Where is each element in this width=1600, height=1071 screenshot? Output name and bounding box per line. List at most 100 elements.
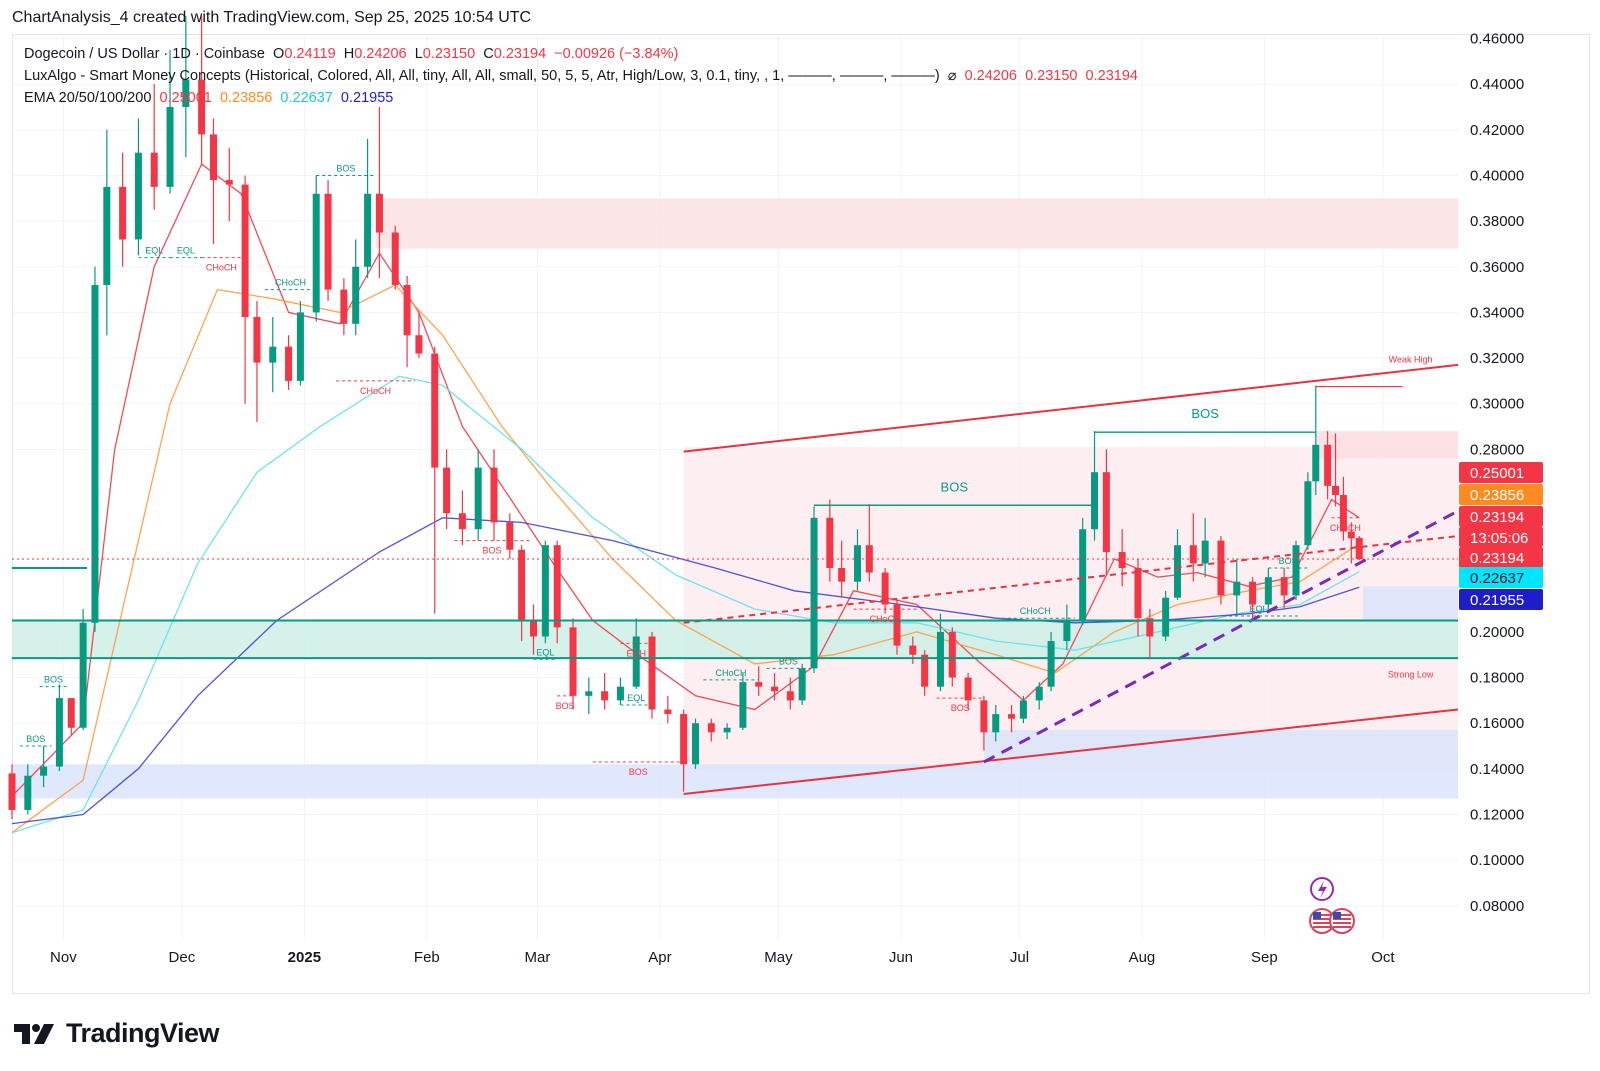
structure-label-choch: CHoCH — [1330, 523, 1361, 533]
candle-body — [881, 572, 889, 605]
candle-body — [1280, 577, 1288, 596]
us-flag-icon — [1333, 922, 1351, 924]
price-tick-label: 0.36000 — [1470, 259, 1524, 276]
legend-symbol: Dogecoin / US Dollar · 1D · Coinbase — [24, 46, 265, 62]
price-badge-label: 0.23856 — [1470, 487, 1524, 504]
legend-h-value: 0.24206 — [354, 46, 407, 62]
time-tick-label: Feb — [414, 949, 440, 966]
candle-body — [340, 289, 348, 324]
structure-label-eql: EQL — [536, 647, 554, 657]
ema-value-20: 0.25001 — [159, 90, 212, 106]
candle-body — [150, 152, 158, 187]
candle-body — [364, 193, 372, 267]
candles — [8, 15, 1363, 820]
price-tick-label: 0.10000 — [1470, 852, 1524, 869]
price-chart[interactable]: BOS BOS BOS CHoCH BOS BOS BOS CHoCH CHoCH BOS CHoC… — [0, 0, 1600, 1010]
candle-body — [225, 180, 233, 185]
candle-body — [893, 604, 901, 646]
structure-label-eql: EQL — [177, 246, 195, 256]
candle-body — [648, 636, 656, 710]
price-tick-label: 0.18000 — [1470, 670, 1524, 687]
ema-line — [11, 517, 1360, 825]
us-flag-icon — [1333, 918, 1351, 920]
price-tick-label: 0.46000 — [1470, 31, 1524, 48]
legend-ema: EMA 20/50/100/200 0.25001 0.23856 0.2263… — [24, 90, 393, 106]
candle-body — [209, 134, 217, 181]
candle-body — [79, 622, 87, 728]
candle-body — [771, 686, 779, 692]
ema-value-50: 0.23856 — [219, 90, 273, 106]
us-flag-icon — [1313, 918, 1331, 920]
candle-body — [24, 775, 32, 810]
candle-body — [948, 631, 956, 678]
candle-body — [1312, 444, 1320, 482]
candle-body — [664, 709, 672, 715]
price-badge-label: 0.25001 — [1470, 465, 1524, 482]
price-badge-label: 0.21955 — [1470, 592, 1524, 609]
structure-label-choch: CHoCH — [716, 668, 747, 678]
candle-body — [375, 193, 383, 233]
price-tick-label: 0.40000 — [1470, 167, 1524, 184]
candle-body — [707, 723, 715, 733]
candle-body — [431, 353, 439, 468]
candle-body — [55, 698, 63, 767]
candle-body — [458, 513, 466, 530]
candle-body — [739, 682, 747, 728]
structure-labels: BOS BOS BOS CHoCH BOS BOS BOS CHoCH CHoCH BOS CHoC… — [19, 163, 1434, 777]
time-tick-label: 2025 — [288, 949, 321, 966]
price-badge-label: 0.22637 — [1470, 570, 1524, 587]
price-tick-label: 0.20000 — [1470, 624, 1524, 641]
candle-body — [1019, 700, 1027, 719]
ema-line — [11, 163, 1360, 797]
ema-value-200: 0.21955 — [340, 90, 394, 106]
us-flag-icon — [1313, 914, 1331, 916]
candle-body — [296, 312, 304, 381]
candle-body — [1347, 531, 1355, 539]
candle-body — [352, 266, 360, 324]
candle-body — [1134, 568, 1142, 619]
price-tick-label: 0.12000 — [1470, 806, 1524, 823]
structure-label-bos: BOS — [483, 546, 502, 556]
candle-body — [723, 727, 731, 733]
indicator-value-1: 0.24206 — [964, 68, 1017, 84]
structure-label-bos: BOS — [1279, 556, 1298, 566]
candle-body — [403, 285, 411, 336]
lightning-icon — [1318, 881, 1327, 898]
us-flag-icon — [1313, 912, 1321, 919]
axes: 0.46000 0.44000 0.42000 0.40000 0.38000 0.360… — [50, 31, 1543, 966]
time-tick-label: Jul — [1010, 949, 1029, 966]
legend-l-value: 0.23150 — [422, 46, 476, 62]
time-tick-label: Oct — [1371, 949, 1395, 966]
candle-body — [253, 316, 261, 363]
us-flag-icon — [1313, 926, 1331, 928]
line-channel-bottom — [683, 708, 1459, 795]
time-tick-label: Dec — [169, 949, 196, 966]
candle-body — [1173, 545, 1181, 598]
price-badge — [1459, 547, 1543, 568]
time-tick-label: Aug — [1129, 949, 1156, 966]
legend-change: −0.00926 (−3.84%) — [554, 46, 679, 62]
structure-label-bos: BOS — [336, 163, 355, 173]
candle-body — [691, 723, 699, 765]
candle-body — [865, 545, 873, 573]
us-flag-icon — [1313, 922, 1331, 924]
price-badge-label: 13:05:06 — [1470, 530, 1528, 547]
structure-label-eql: EQL — [145, 246, 163, 256]
candle-body — [285, 346, 293, 381]
candle-body — [1091, 472, 1099, 530]
candle-body — [91, 285, 99, 623]
candle-body — [755, 682, 763, 687]
candle-body — [838, 568, 846, 582]
tradingview-logo[interactable]: TradingView — [14, 1018, 220, 1049]
candle-body — [1079, 529, 1087, 621]
legend-c-label: C — [483, 46, 494, 62]
time-tick-label: May — [764, 949, 793, 966]
candle-body — [585, 691, 593, 696]
structure-label-choch: CHoCH — [275, 278, 306, 288]
zone-demand — [1363, 586, 1458, 621]
candle-body — [474, 467, 482, 530]
candle-body — [680, 714, 688, 765]
structure-label-bos: BOS — [44, 675, 63, 685]
structure-label-eql: EQL — [1249, 604, 1267, 614]
candle-body — [1233, 581, 1241, 596]
